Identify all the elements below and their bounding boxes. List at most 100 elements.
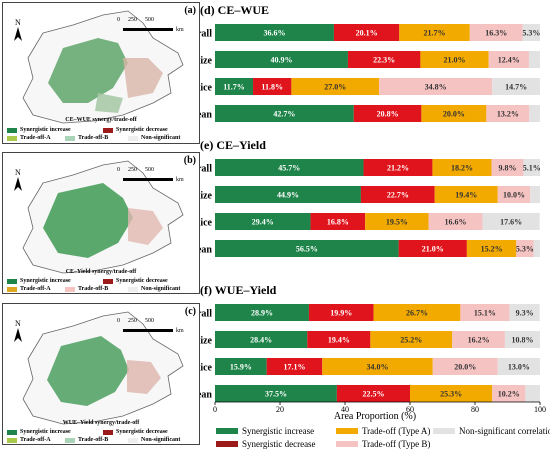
legend-synergistic-decrease: Synergistic decrease — [216, 439, 316, 449]
category-label: Rice — [200, 363, 213, 374]
data-label: 20.8% — [377, 110, 399, 119]
legend-label: Trade-off-B — [78, 437, 109, 443]
map-b-legend-1: Synergistic increase — [7, 278, 71, 284]
legend-label: Trade-off-A — [20, 135, 51, 141]
scale-tick-0: 0 — [117, 17, 120, 23]
map-b-graphic: N — [14, 160, 184, 274]
bar-segment — [491, 159, 524, 176]
legend-label: Synergistic decrease — [116, 127, 168, 133]
bar-segment — [291, 78, 380, 95]
data-label: 25.2% — [400, 336, 422, 345]
bar-segment — [307, 331, 371, 348]
bar-segment — [432, 159, 492, 176]
legend-trade-off-b: Trade-off (Type B) — [336, 439, 430, 449]
data-label: 16.2% — [468, 336, 490, 345]
legend-trade-off-a: Trade-off (Type A) — [336, 426, 430, 436]
bar-segment — [399, 24, 470, 41]
bar-segment — [336, 385, 410, 402]
data-label: 45.7% — [278, 164, 300, 173]
data-label: 13.0% — [508, 363, 530, 372]
bar-segment — [353, 105, 422, 122]
legend-label: Synergistic increase — [20, 278, 71, 284]
scale-tick-500: 500 — [145, 167, 154, 173]
scale-bar — [123, 178, 173, 181]
bar-segment — [528, 51, 540, 68]
legend-non-significant: Non-significant correlation — [433, 426, 550, 436]
map-panel-a: N (a) 0 250 500 km CE–WUE synergy/trade-… — [2, 2, 200, 144]
bar-segment — [529, 105, 540, 122]
data-label: 21.7% — [424, 29, 446, 38]
data-label: 11.7% — [223, 83, 245, 92]
category-label: Maize — [200, 191, 213, 202]
bar-segment — [398, 240, 467, 257]
bar-segment — [215, 358, 267, 375]
bar-segment — [215, 51, 348, 68]
map-a-graphic: N — [14, 10, 184, 124]
legend-label: Trade-off-B — [78, 135, 109, 141]
scale-bar-ticks: 0 250 500 — [117, 318, 197, 324]
map-panel-b: N (b) 0 250 500 km CE–Yield synergy/trad… — [2, 152, 200, 294]
map-b-legend-3: Trade-off-A — [7, 286, 51, 292]
x-tick-label: 0 — [213, 405, 217, 412]
bar-segment — [333, 24, 400, 41]
data-label: 56.5% — [296, 245, 318, 254]
data-label: 19.4% — [328, 336, 350, 345]
legend-label: Non-significant correlation — [459, 426, 550, 436]
x-axis-title: Area Proportion (%) — [333, 411, 417, 422]
data-label: 27.0% — [324, 83, 346, 92]
map-a-cluster-1 — [48, 38, 128, 103]
bar-segment — [266, 358, 323, 375]
map-a-cluster-3 — [95, 93, 123, 113]
map-c-legend-2: Synergistic decrease — [103, 429, 168, 435]
data-label: 21.0% — [444, 56, 466, 65]
scale-tick-250: 250 — [128, 17, 137, 23]
legend-label: Non-significant — [141, 286, 181, 292]
data-label: 20.1% — [356, 29, 378, 38]
legend-synergistic-increase: Synergistic increase — [216, 426, 314, 436]
map-b-legend-2: Synergistic decrease — [103, 278, 168, 284]
bar-segment — [504, 331, 540, 348]
map-c-legend-4: Trade-off-B — [65, 437, 108, 443]
bar-segment — [509, 304, 540, 321]
bar-segment — [215, 186, 361, 203]
legend-label: Synergistic increase — [20, 127, 71, 133]
bar-segment — [379, 78, 493, 95]
scale-bar — [123, 28, 173, 31]
map-a-legend-1: Synergistic increase — [7, 127, 71, 133]
x-tick-label: 40 — [341, 405, 349, 412]
category-label: Soybean — [200, 390, 212, 401]
bar-segment — [215, 78, 254, 95]
bar-segment — [452, 331, 505, 348]
north-arrow-icon — [14, 177, 22, 191]
scale-unit: km — [176, 177, 184, 183]
bar-segment — [215, 24, 334, 41]
map-a-legend-5: Non-significant — [128, 135, 180, 141]
legend-label: Non-significant — [141, 437, 181, 443]
scale-unit: km — [176, 27, 184, 33]
bar-segment — [516, 240, 534, 257]
bar-segment — [322, 358, 433, 375]
data-label: 10.2% — [498, 390, 520, 399]
map-b-legend-4: Trade-off-B — [65, 286, 108, 292]
data-label: 17.6% — [500, 218, 522, 227]
legend-label: Synergistic decrease — [116, 278, 168, 284]
data-label: 28.9% — [251, 309, 273, 318]
data-label: 42.7% — [273, 110, 295, 119]
category-label: Maize — [200, 56, 213, 67]
north-label: N — [15, 168, 21, 177]
scale-bar-ticks: 0 250 500 — [117, 167, 197, 173]
data-label: 21.0% — [422, 245, 444, 254]
bar-segment — [486, 105, 530, 122]
scale-tick-500: 500 — [145, 17, 154, 23]
map-a-legend-3: Trade-off-A — [7, 135, 51, 141]
scale-tick-0: 0 — [117, 318, 120, 324]
bar-segment — [215, 331, 308, 348]
legend-label: Trade-off-A — [20, 286, 51, 292]
category-label: Soybean — [200, 245, 212, 256]
bar-segment — [530, 186, 540, 203]
scale-bar — [123, 329, 173, 332]
data-label: 20.0% — [443, 110, 465, 119]
bar-segment — [460, 304, 510, 321]
data-label: 9.8% — [499, 164, 517, 173]
north-arrow-icon — [14, 27, 22, 41]
